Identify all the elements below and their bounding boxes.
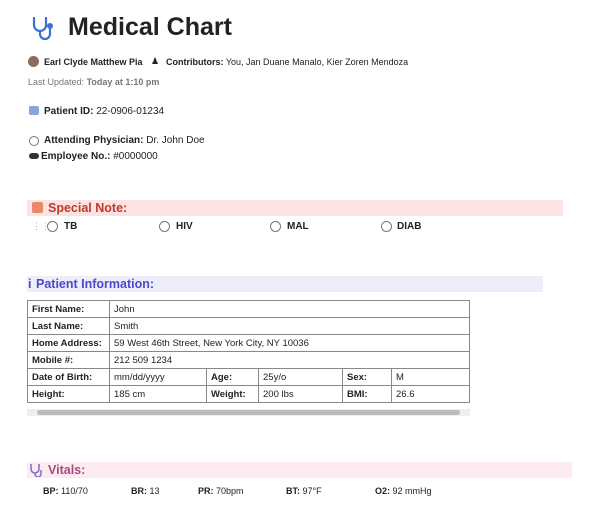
vital-label: BR:: [131, 486, 147, 496]
contributors-label: Contributors:: [166, 57, 224, 67]
vital-value: 70bpm: [216, 486, 244, 496]
vital-label: BP:: [43, 486, 59, 496]
cell: Mobile #:: [27, 351, 110, 369]
employee: Employee No.: #0000000: [41, 151, 158, 162]
cell: 212 509 1234: [109, 351, 470, 369]
last-updated-value: Today at 1:10 pm: [86, 77, 160, 87]
vital-label: BT:: [286, 486, 300, 496]
id-icon: [29, 106, 39, 115]
vital-value: 97°F: [302, 486, 322, 496]
note-icon: [32, 202, 43, 213]
cell: BMI:: [342, 385, 392, 403]
special-note-bar: [27, 200, 563, 216]
cell: 25y/o: [258, 368, 343, 386]
vital-value: 110/70: [61, 486, 88, 496]
vital-label: PR:: [198, 486, 214, 496]
employee-icon: [29, 153, 39, 159]
physician-label: Attending Physician:: [44, 135, 144, 146]
cell: M: [391, 368, 470, 386]
vital: BP: 110/70: [43, 486, 88, 496]
cell: Home Address:: [27, 334, 110, 352]
cell: 59 West 46th Street, New York City, NY 1…: [109, 334, 470, 352]
scrollbar[interactable]: [27, 409, 470, 416]
vital-label: O2:: [375, 486, 391, 496]
physician-icon: [29, 136, 39, 146]
patient-table: First Name: John Last Name: Smith Home Add…: [27, 300, 470, 403]
cell: John: [109, 300, 470, 318]
contributors-icon: ♟: [151, 56, 160, 66]
patient-info-bar: [27, 276, 543, 292]
drag-handle: ⋮⋮: [32, 221, 50, 231]
physician-value: Dr. John Doe: [146, 135, 205, 146]
employee-value: #0000000: [113, 151, 158, 162]
vitals-icon: [30, 464, 42, 477]
cell: Weight:: [206, 385, 259, 403]
vital: BR: 13: [131, 486, 160, 496]
option-label: HIV: [176, 221, 193, 232]
vital: O2: 92 mmHg: [375, 486, 432, 496]
title: Medical Chart: [68, 13, 232, 41]
author: Earl Clyde Matthew Pia: [44, 57, 143, 67]
option-label: DIAB: [397, 221, 422, 232]
cell: 26.6: [391, 385, 470, 403]
cell: Age:: [206, 368, 259, 386]
vitals-bar: [27, 462, 572, 478]
vital-value: 92 mmHg: [392, 486, 432, 496]
option-label: MAL: [287, 221, 309, 232]
option-label: TB: [64, 221, 78, 232]
vital-value: 13: [149, 486, 160, 496]
radio[interactable]: [270, 221, 281, 232]
cell: mm/dd/yyyy: [109, 368, 207, 386]
cell: Sex:: [342, 368, 392, 386]
vital: PR: 70bpm: [198, 486, 244, 496]
stethoscope-icon: [32, 17, 53, 41]
vitals-title: Vitals:: [48, 463, 86, 477]
patient-info-title: Patient Information:: [36, 277, 155, 291]
special-note-title: Special Note:: [48, 201, 128, 215]
radio[interactable]: [381, 221, 392, 232]
contributors-list: You, Jan Duane Manalo, Kier Zoren Mendoz…: [225, 57, 409, 67]
patient-id-value: 22-0906-01234: [96, 106, 165, 117]
physician: Attending Physician: Dr. John Doe: [44, 135, 205, 146]
cell: Height:: [27, 385, 110, 403]
cell: Last Name:: [27, 317, 110, 335]
last-updated-label: Last Updated:: [28, 77, 85, 87]
patient-id: Patient ID: 22-0906-01234: [44, 106, 164, 117]
radio[interactable]: [47, 221, 58, 232]
vital: BT: 97°F: [286, 486, 322, 496]
cell: 200 lbs: [258, 385, 343, 403]
employee-label: Employee No.:: [41, 151, 111, 162]
contributors: Contributors: You, Jan Duane Manalo, Kie…: [166, 57, 408, 67]
radio[interactable]: [159, 221, 170, 232]
last-updated: Last Updated: Today at 1:10 pm: [28, 77, 159, 87]
cell: First Name:: [27, 300, 110, 318]
cell: Smith: [109, 317, 470, 335]
patient-id-label: Patient ID:: [44, 106, 94, 117]
cell: Date of Birth:: [27, 368, 110, 386]
avatar: [28, 56, 39, 67]
cell: 185 cm: [109, 385, 207, 403]
info-icon: i: [28, 277, 32, 291]
